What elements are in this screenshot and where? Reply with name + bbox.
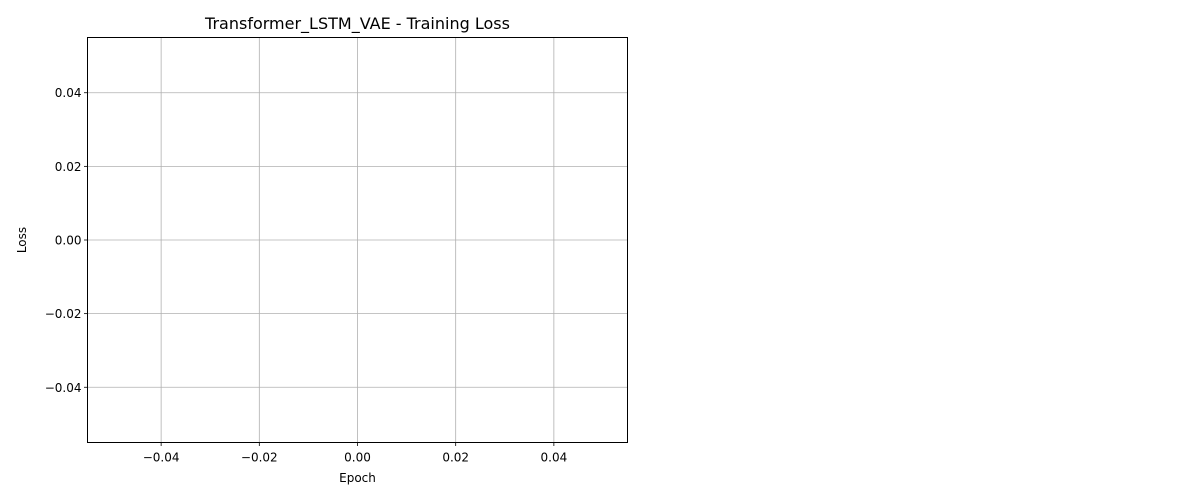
x-tick-label: 0.02 [442,451,469,465]
y-tick-label: 0.04 [55,86,82,100]
x-axis-ticks: −0.04 −0.02 0.00 0.02 0.04 [143,442,568,465]
x-axis-label: Epoch [339,471,376,485]
x-tick-label: −0.04 [143,451,180,465]
x-tick-label: 0.00 [344,451,371,465]
x-tick-label: −0.02 [241,451,278,465]
y-tick-label: 0.02 [55,160,82,174]
y-tick-label: −0.02 [45,307,82,321]
y-gridlines [87,92,628,388]
x-tick-label: 0.04 [541,451,568,465]
y-axis-ticks: 0.04 0.02 0.00 −0.02 −0.04 [45,86,88,395]
y-tick-label: 0.00 [55,234,82,248]
y-tick-label: −0.04 [45,381,82,395]
chart-title: Transformer_LSTM_VAE - Training Loss [204,14,510,34]
y-axis-label: Loss [15,227,29,253]
